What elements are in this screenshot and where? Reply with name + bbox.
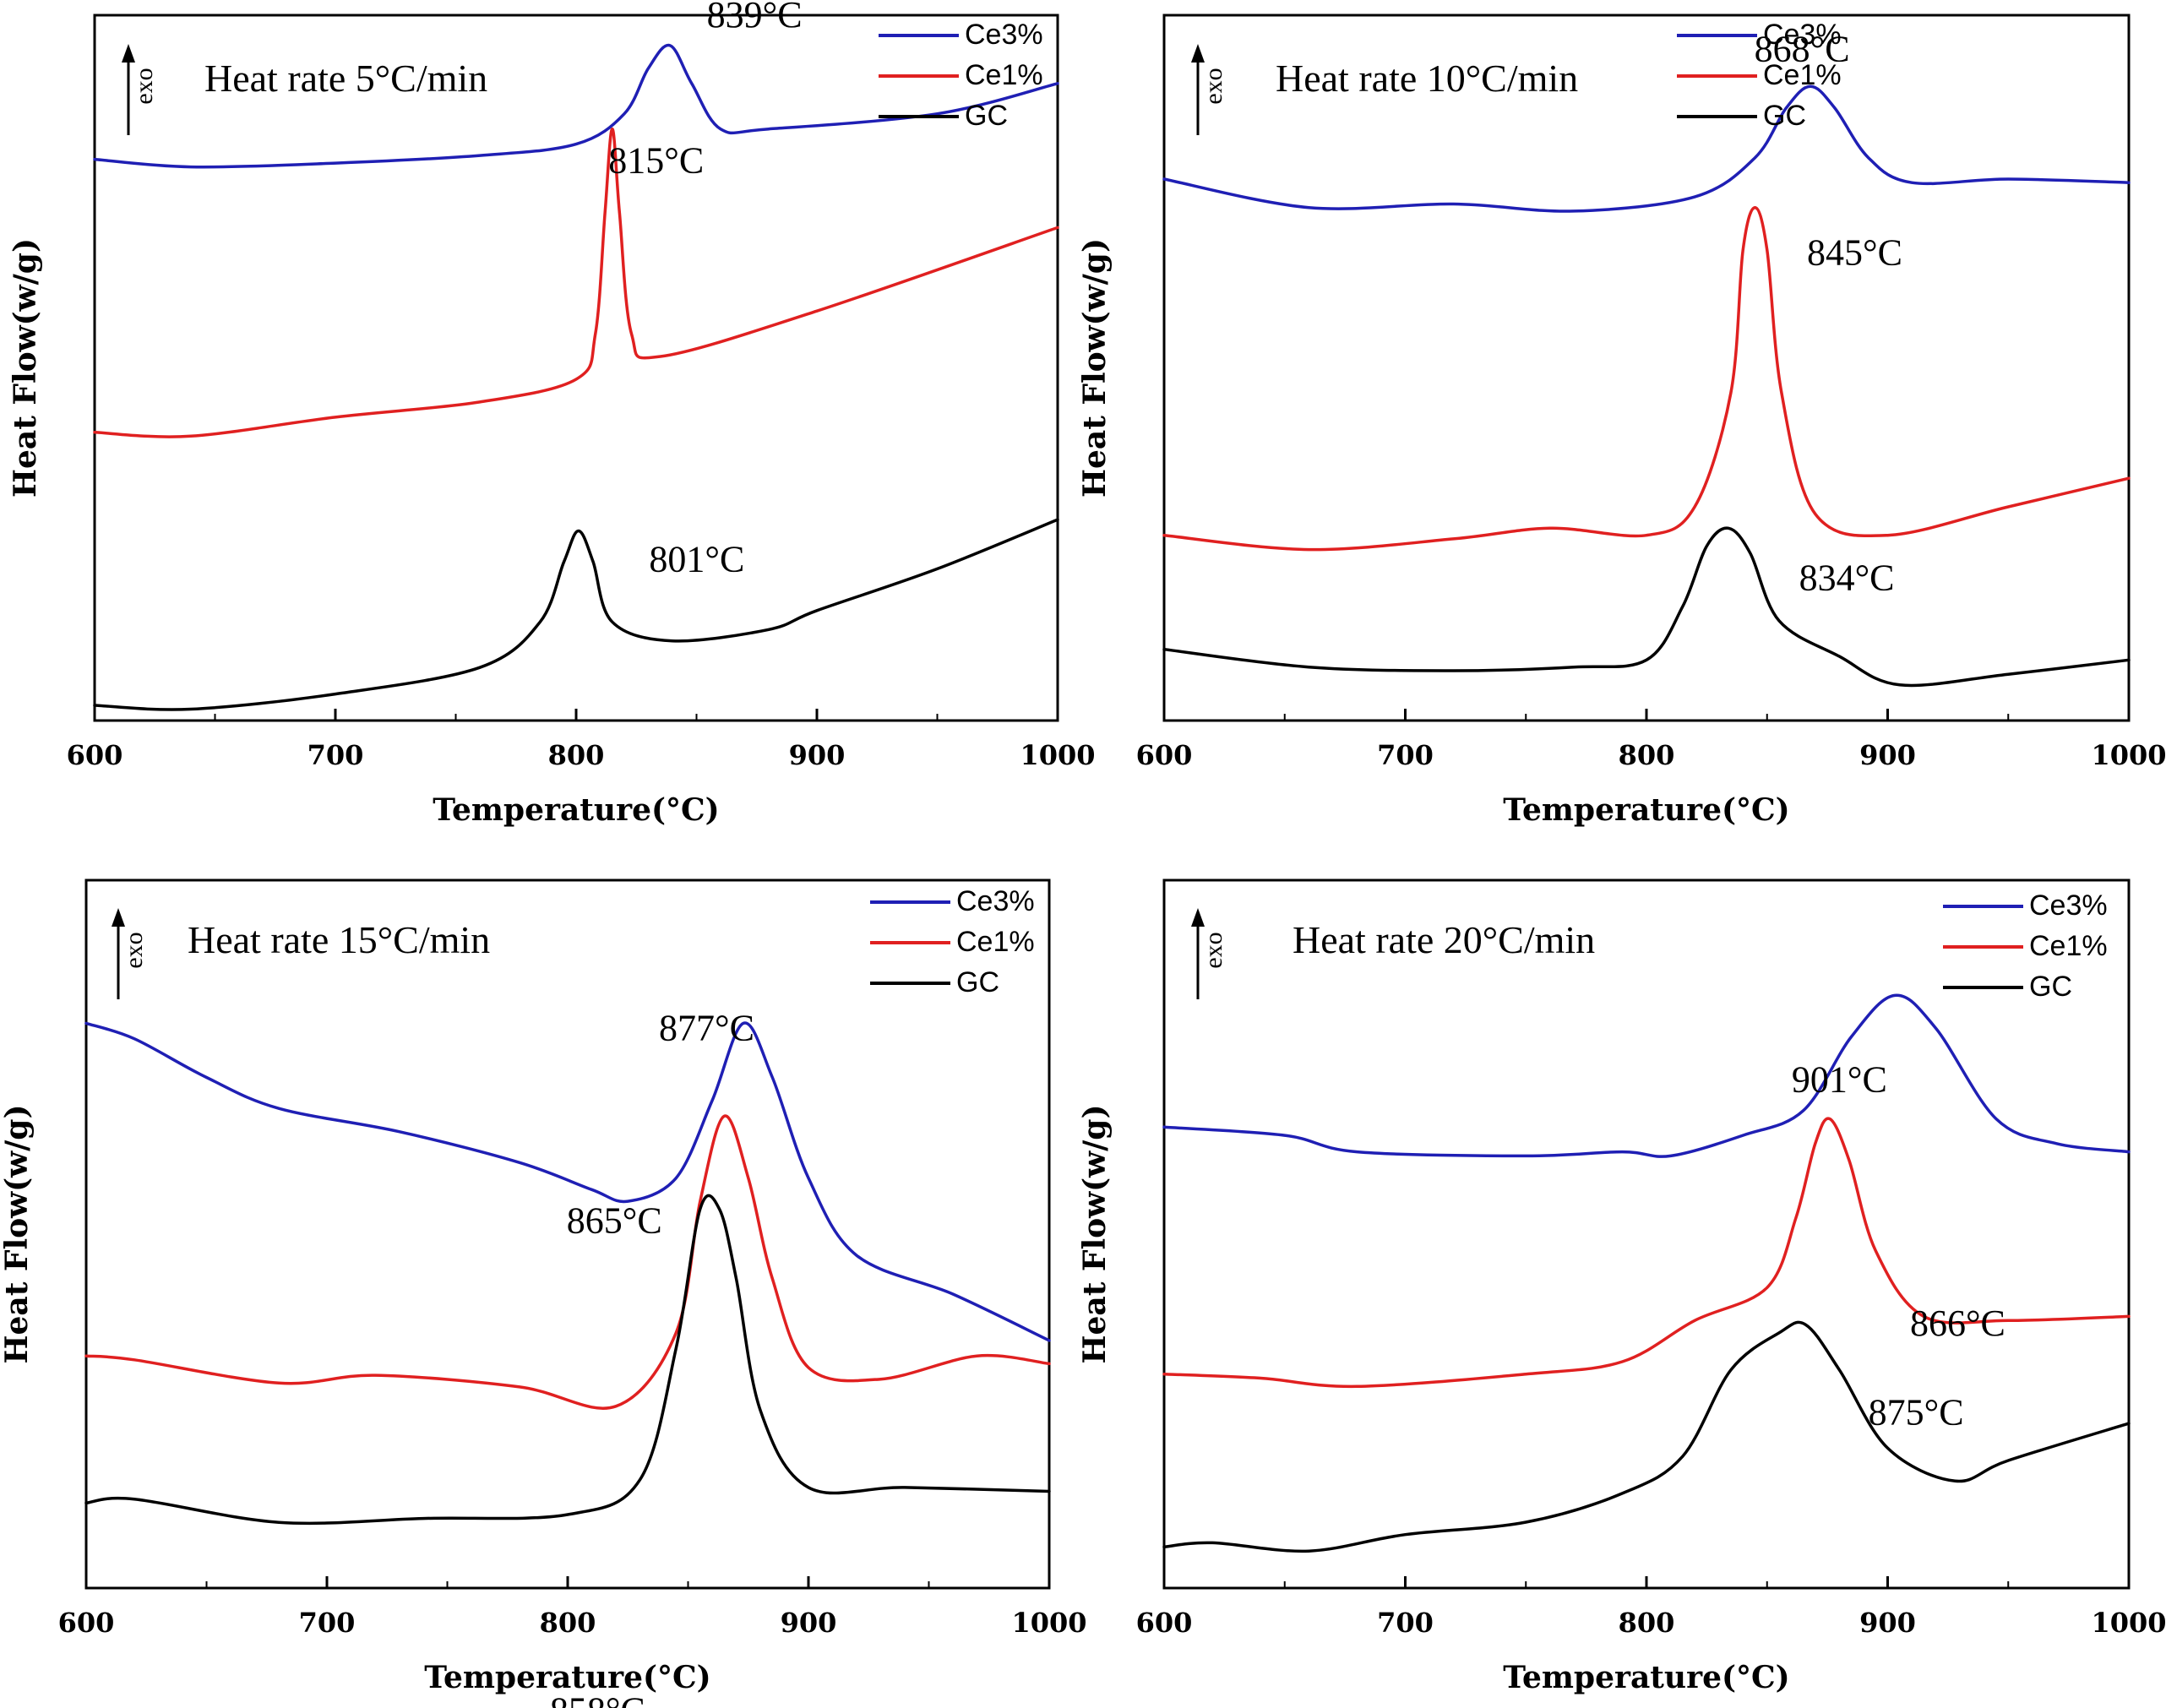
x-tick-label: 700 — [1377, 739, 1434, 771]
x-axis-title: Temperature(°C) — [424, 1660, 710, 1695]
x-tick-label: 800 — [548, 739, 605, 771]
x-axis-title: Temperature(°C) — [1503, 792, 1789, 828]
panel-1: 600 700 800 900 1000 Temperature(°C) Heat Flow… — [8, 0, 1096, 828]
peak-label: 815°C — [608, 140, 704, 182]
legend-label: GC — [2029, 971, 2072, 1003]
panel-title: Heat rate 15°C/min — [188, 918, 490, 961]
peak-label: 875°C — [1869, 1392, 1964, 1433]
peak-label: 834°C — [1799, 557, 1895, 598]
x-tick-label: 800 — [540, 1607, 596, 1639]
x-tick-label: 1000 — [1011, 1607, 1086, 1639]
exo-arrowhead-icon — [1191, 908, 1205, 927]
peak-label: 858°C — [550, 1689, 645, 1708]
legend-label: Ce3% — [956, 885, 1035, 917]
peak-label: 868°C — [1755, 28, 1850, 69]
legend-label: Ce1% — [965, 59, 1043, 91]
y-axis-title: Heat Flow(w/g) — [1077, 238, 1113, 498]
series-line-ce3pct — [1162, 993, 2131, 1158]
legend-label: Ce3% — [965, 19, 1043, 51]
series-line-ce3pct — [93, 43, 1059, 169]
x-tick-label: 1000 — [2091, 739, 2166, 771]
x-tick-label: 600 — [58, 1607, 115, 1639]
series-line-ce3pct — [84, 1021, 1051, 1342]
peak-label: 901°C — [1792, 1058, 1887, 1100]
peak-label: 865°C — [567, 1199, 662, 1241]
exo-label: exo — [1200, 932, 1227, 968]
x-tick-label: 600 — [67, 739, 123, 771]
legend-label: GC — [965, 100, 1008, 132]
legend-label: Ce3% — [2029, 889, 2108, 922]
series-line-ce1pct — [1162, 1117, 2131, 1389]
x-tick-label: 900 — [789, 739, 846, 771]
panel-title: Heat rate 5°C/min — [204, 57, 487, 100]
x-tick-label: 900 — [1859, 1607, 1916, 1639]
legend-label: Ce3% — [1763, 19, 1842, 51]
x-axis-title: Temperature(°C) — [433, 792, 719, 828]
x-tick-label: 600 — [1136, 1607, 1193, 1639]
exo-label: exo — [120, 932, 148, 968]
peak-label: 866°C — [1910, 1303, 2005, 1344]
y-axis-title: Heat Flow(w/g) — [1077, 1104, 1113, 1363]
series-line-gc — [1162, 526, 2131, 688]
series-line-gc — [84, 1194, 1051, 1526]
x-tick-label: 700 — [307, 739, 364, 771]
series-line-gc — [93, 518, 1059, 711]
x-tick-label: 1000 — [1020, 739, 1095, 771]
exo-arrowhead-icon — [112, 908, 125, 927]
x-tick-label: 800 — [1619, 739, 1675, 771]
x-tick-label: 600 — [1136, 739, 1193, 771]
panel-3: 600 700 800 900 1000 Temperature(°C) Heat Flow… — [0, 878, 1087, 1708]
series-line-gc — [1162, 1320, 2131, 1553]
y-axis-title: Heat Flow(w/g) — [0, 1104, 35, 1363]
exo-label: exo — [130, 68, 158, 104]
exo-arrowhead-icon — [122, 44, 135, 63]
x-tick-label: 1000 — [2091, 1607, 2166, 1639]
y-axis-title: Heat Flow(w/g) — [8, 238, 43, 498]
peak-label: 877°C — [659, 1007, 754, 1048]
x-tick-label: 900 — [1859, 739, 1916, 771]
peak-label: 839°C — [707, 0, 803, 35]
x-axis-title: Temperature(°C) — [1503, 1660, 1789, 1695]
panel-2: 600 700 800 900 1000 Temperature(°C) Heat Flow… — [1077, 14, 2166, 828]
panel-title: Heat rate 10°C/min — [1276, 57, 1578, 100]
exo-label: exo — [1200, 68, 1227, 104]
peak-label: 801°C — [649, 539, 744, 580]
series-line-ce1pct — [93, 127, 1059, 438]
legend-label: Ce1% — [2029, 930, 2108, 962]
panel-4: 600 700 800 900 1000 Temperature(°C) Heat Flow… — [1077, 878, 2166, 1695]
legend-label: Ce1% — [956, 926, 1035, 958]
peak-label: 845°C — [1807, 232, 1902, 274]
series-line-ce3pct — [1162, 84, 2131, 213]
x-tick-label: 800 — [1619, 1607, 1675, 1639]
legend-label: Ce1% — [1763, 59, 1842, 91]
legend-label: GC — [956, 966, 999, 998]
legend-label: GC — [1763, 100, 1806, 132]
panel-title: Heat rate 20°C/min — [1293, 918, 1595, 961]
exo-arrowhead-icon — [1191, 44, 1205, 63]
x-tick-label: 700 — [1377, 1607, 1434, 1639]
series-line-ce1pct — [1162, 205, 2131, 552]
x-tick-label: 900 — [781, 1607, 837, 1639]
x-tick-label: 700 — [299, 1607, 356, 1639]
